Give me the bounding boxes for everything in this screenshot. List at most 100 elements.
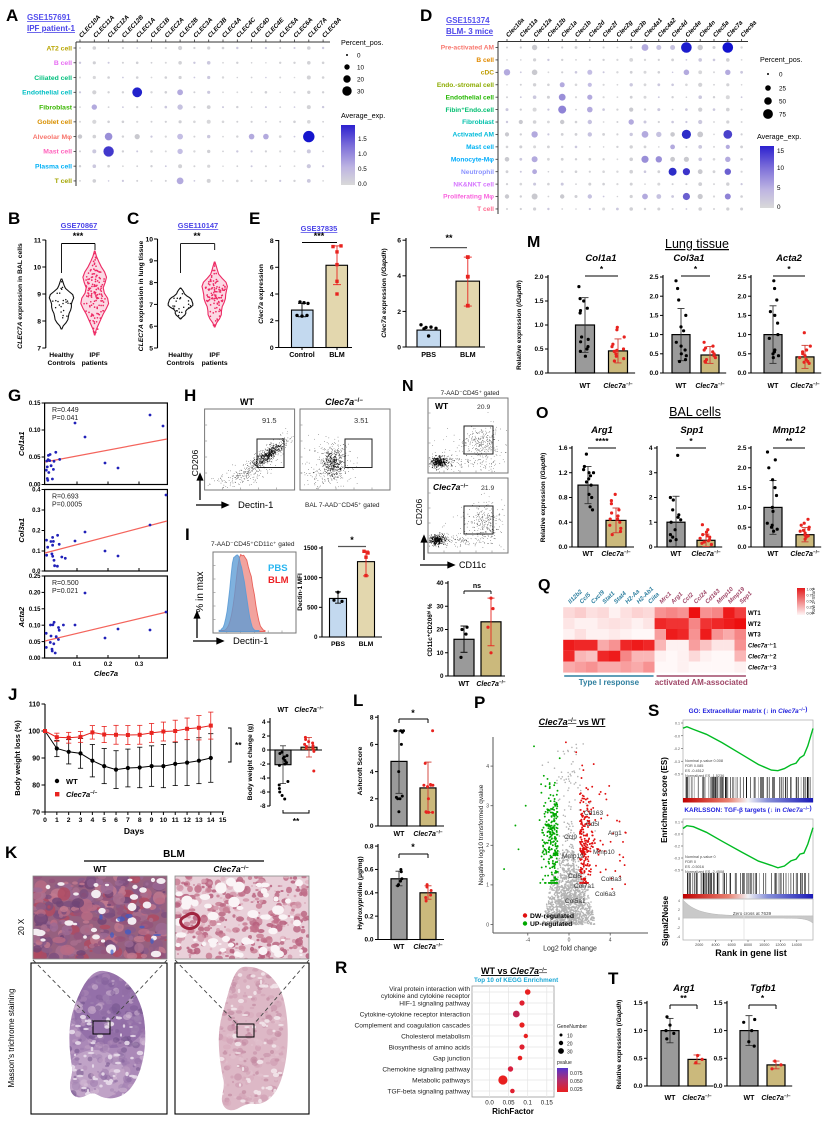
svg-text:Gap junction: Gap junction: [433, 1055, 470, 1062]
svg-text:10: 10: [436, 650, 444, 657]
svg-text:2000: 2000: [695, 943, 703, 947]
svg-text:Body weight loss (%): Body weight loss (%): [13, 720, 22, 796]
svg-text:3: 3: [649, 470, 653, 477]
svg-text:-4: -4: [526, 938, 531, 944]
svg-text:11: 11: [172, 817, 179, 824]
svg-text:1.5: 1.5: [713, 1000, 722, 1007]
svg-text:0.5: 0.5: [534, 346, 543, 353]
svg-text:*: *: [787, 264, 791, 274]
svg-text:Fibroblast: Fibroblast: [462, 119, 495, 126]
svg-text:Rank in gene list: Rank in gene list: [715, 948, 787, 958]
svg-text:BLM- 3 mice: BLM- 3 mice: [446, 27, 494, 36]
svg-text:Col7a1: Col7a1: [574, 883, 595, 890]
svg-text:6: 6: [397, 238, 401, 245]
svg-text:Arg1: Arg1: [672, 983, 695, 994]
svg-text:WT: WT: [768, 551, 780, 558]
svg-text:cDC: cDC: [481, 70, 494, 77]
svg-text:2: 2: [67, 817, 71, 824]
svg-text:1.0: 1.0: [534, 322, 543, 329]
svg-text:Clec7a−/−: Clec7a−/−: [603, 382, 633, 391]
svg-text:O: O: [536, 405, 548, 422]
svg-text:2: 2: [649, 495, 653, 502]
svg-text:4: 4: [370, 769, 374, 776]
svg-text:4: 4: [649, 445, 653, 452]
svg-text:RichFactor: RichFactor: [492, 1107, 534, 1116]
svg-text:WT3: WT3: [748, 633, 761, 639]
svg-text:0: 0: [314, 634, 318, 641]
svg-text:0: 0: [397, 344, 401, 351]
svg-text:4: 4: [262, 719, 266, 726]
svg-text:0.4: 0.4: [364, 890, 373, 897]
svg-text:0.0: 0.0: [558, 544, 567, 551]
svg-text:1.0: 1.0: [737, 332, 746, 339]
svg-text:WT: WT: [66, 777, 78, 786]
svg-text:IPF: IPF: [209, 352, 220, 359]
svg-text:T cell: T cell: [55, 178, 72, 185]
svg-text:-2: -2: [260, 761, 266, 768]
svg-text:0.5: 0.5: [633, 1056, 642, 1063]
svg-text:70: 70: [32, 809, 40, 816]
svg-text:BAL cells: BAL cells: [669, 405, 721, 419]
svg-text:Neutrophil: Neutrophil: [461, 169, 494, 176]
svg-text:Acta2: Acta2: [775, 253, 803, 264]
svg-text:20 X: 20 X: [17, 918, 26, 935]
svg-text:0.0: 0.0: [737, 370, 746, 377]
svg-text:0.05: 0.05: [29, 455, 41, 461]
svg-text:2: 2: [370, 796, 374, 803]
svg-text:0: 0: [678, 917, 680, 921]
svg-text:0.20: 0.20: [29, 591, 41, 597]
svg-text:0: 0: [43, 817, 47, 824]
svg-text:0.25: 0.25: [29, 574, 41, 580]
svg-text:E: E: [249, 209, 260, 228]
svg-text:Clec7a−/−: Clec7a−/−: [213, 864, 248, 874]
svg-text:% in max: % in max: [195, 571, 206, 612]
svg-text:R=0.500: R=0.500: [52, 580, 79, 587]
svg-text:11: 11: [34, 237, 41, 244]
svg-text:Clec7a expression (/Gapdh): Clec7a expression (/Gapdh): [381, 248, 388, 338]
svg-text:GO: Extracellular matrix (↓ in: GO: Extracellular matrix (↓ in Clec7a−/−…: [689, 706, 808, 715]
svg-text:Pre-activated AM: Pre-activated AM: [441, 45, 495, 52]
svg-text:WT: WT: [671, 551, 683, 558]
svg-text:Chemokine signaling pathway: Chemokine signaling pathway: [382, 1066, 470, 1073]
svg-text:0.5: 0.5: [737, 524, 746, 531]
svg-text:**: **: [786, 436, 793, 446]
svg-text:R: R: [335, 958, 347, 977]
svg-text:1000: 1000: [303, 575, 318, 582]
svg-text:Type I response: Type I response: [579, 678, 640, 687]
svg-text:Nominal p-value 0.008: Nominal p-value 0.008: [685, 759, 723, 763]
svg-text:**: **: [193, 231, 201, 241]
svg-text:10: 10: [160, 817, 168, 824]
svg-text:0: 0: [357, 52, 361, 59]
svg-text:patients: patients: [82, 360, 108, 367]
svg-text:0: 0: [270, 345, 274, 352]
svg-text:IPF: IPF: [89, 352, 100, 359]
svg-text:Clec7a−/−: Clec7a−/−: [682, 1094, 712, 1103]
svg-text:P: P: [474, 693, 485, 712]
svg-text:50: 50: [779, 98, 787, 105]
svg-text:2.0: 2.0: [534, 274, 543, 281]
svg-text:Endo.-stromal cell: Endo.-stromal cell: [437, 82, 494, 89]
svg-text:20: 20: [567, 1041, 573, 1047]
svg-text:F: F: [370, 209, 380, 228]
svg-text:*: *: [411, 842, 415, 852]
svg-text:BLM: BLM: [359, 641, 374, 648]
svg-text:0: 0: [486, 922, 489, 928]
svg-text:0.6: 0.6: [364, 867, 373, 874]
svg-text:Metabolic pathways: Metabolic pathways: [412, 1077, 471, 1084]
svg-text:2: 2: [486, 843, 489, 849]
svg-text:Mmp12: Mmp12: [773, 425, 806, 436]
svg-text:**: **: [680, 993, 687, 1003]
svg-text:FDR 0.085: FDR 0.085: [685, 764, 703, 768]
svg-text:6: 6: [114, 817, 118, 824]
svg-text:14000: 14000: [792, 943, 802, 947]
svg-text:WT: WT: [435, 401, 449, 411]
svg-text:H: H: [184, 386, 196, 405]
svg-text:WT: WT: [676, 383, 688, 390]
svg-text:0.1: 0.1: [32, 549, 41, 555]
svg-text:10: 10: [33, 264, 41, 271]
svg-text:15: 15: [777, 148, 785, 155]
svg-text:0.75: 0.75: [807, 594, 814, 598]
svg-text:3: 3: [79, 817, 83, 824]
svg-text:8000: 8000: [744, 943, 752, 947]
svg-text:B cell: B cell: [54, 60, 72, 67]
